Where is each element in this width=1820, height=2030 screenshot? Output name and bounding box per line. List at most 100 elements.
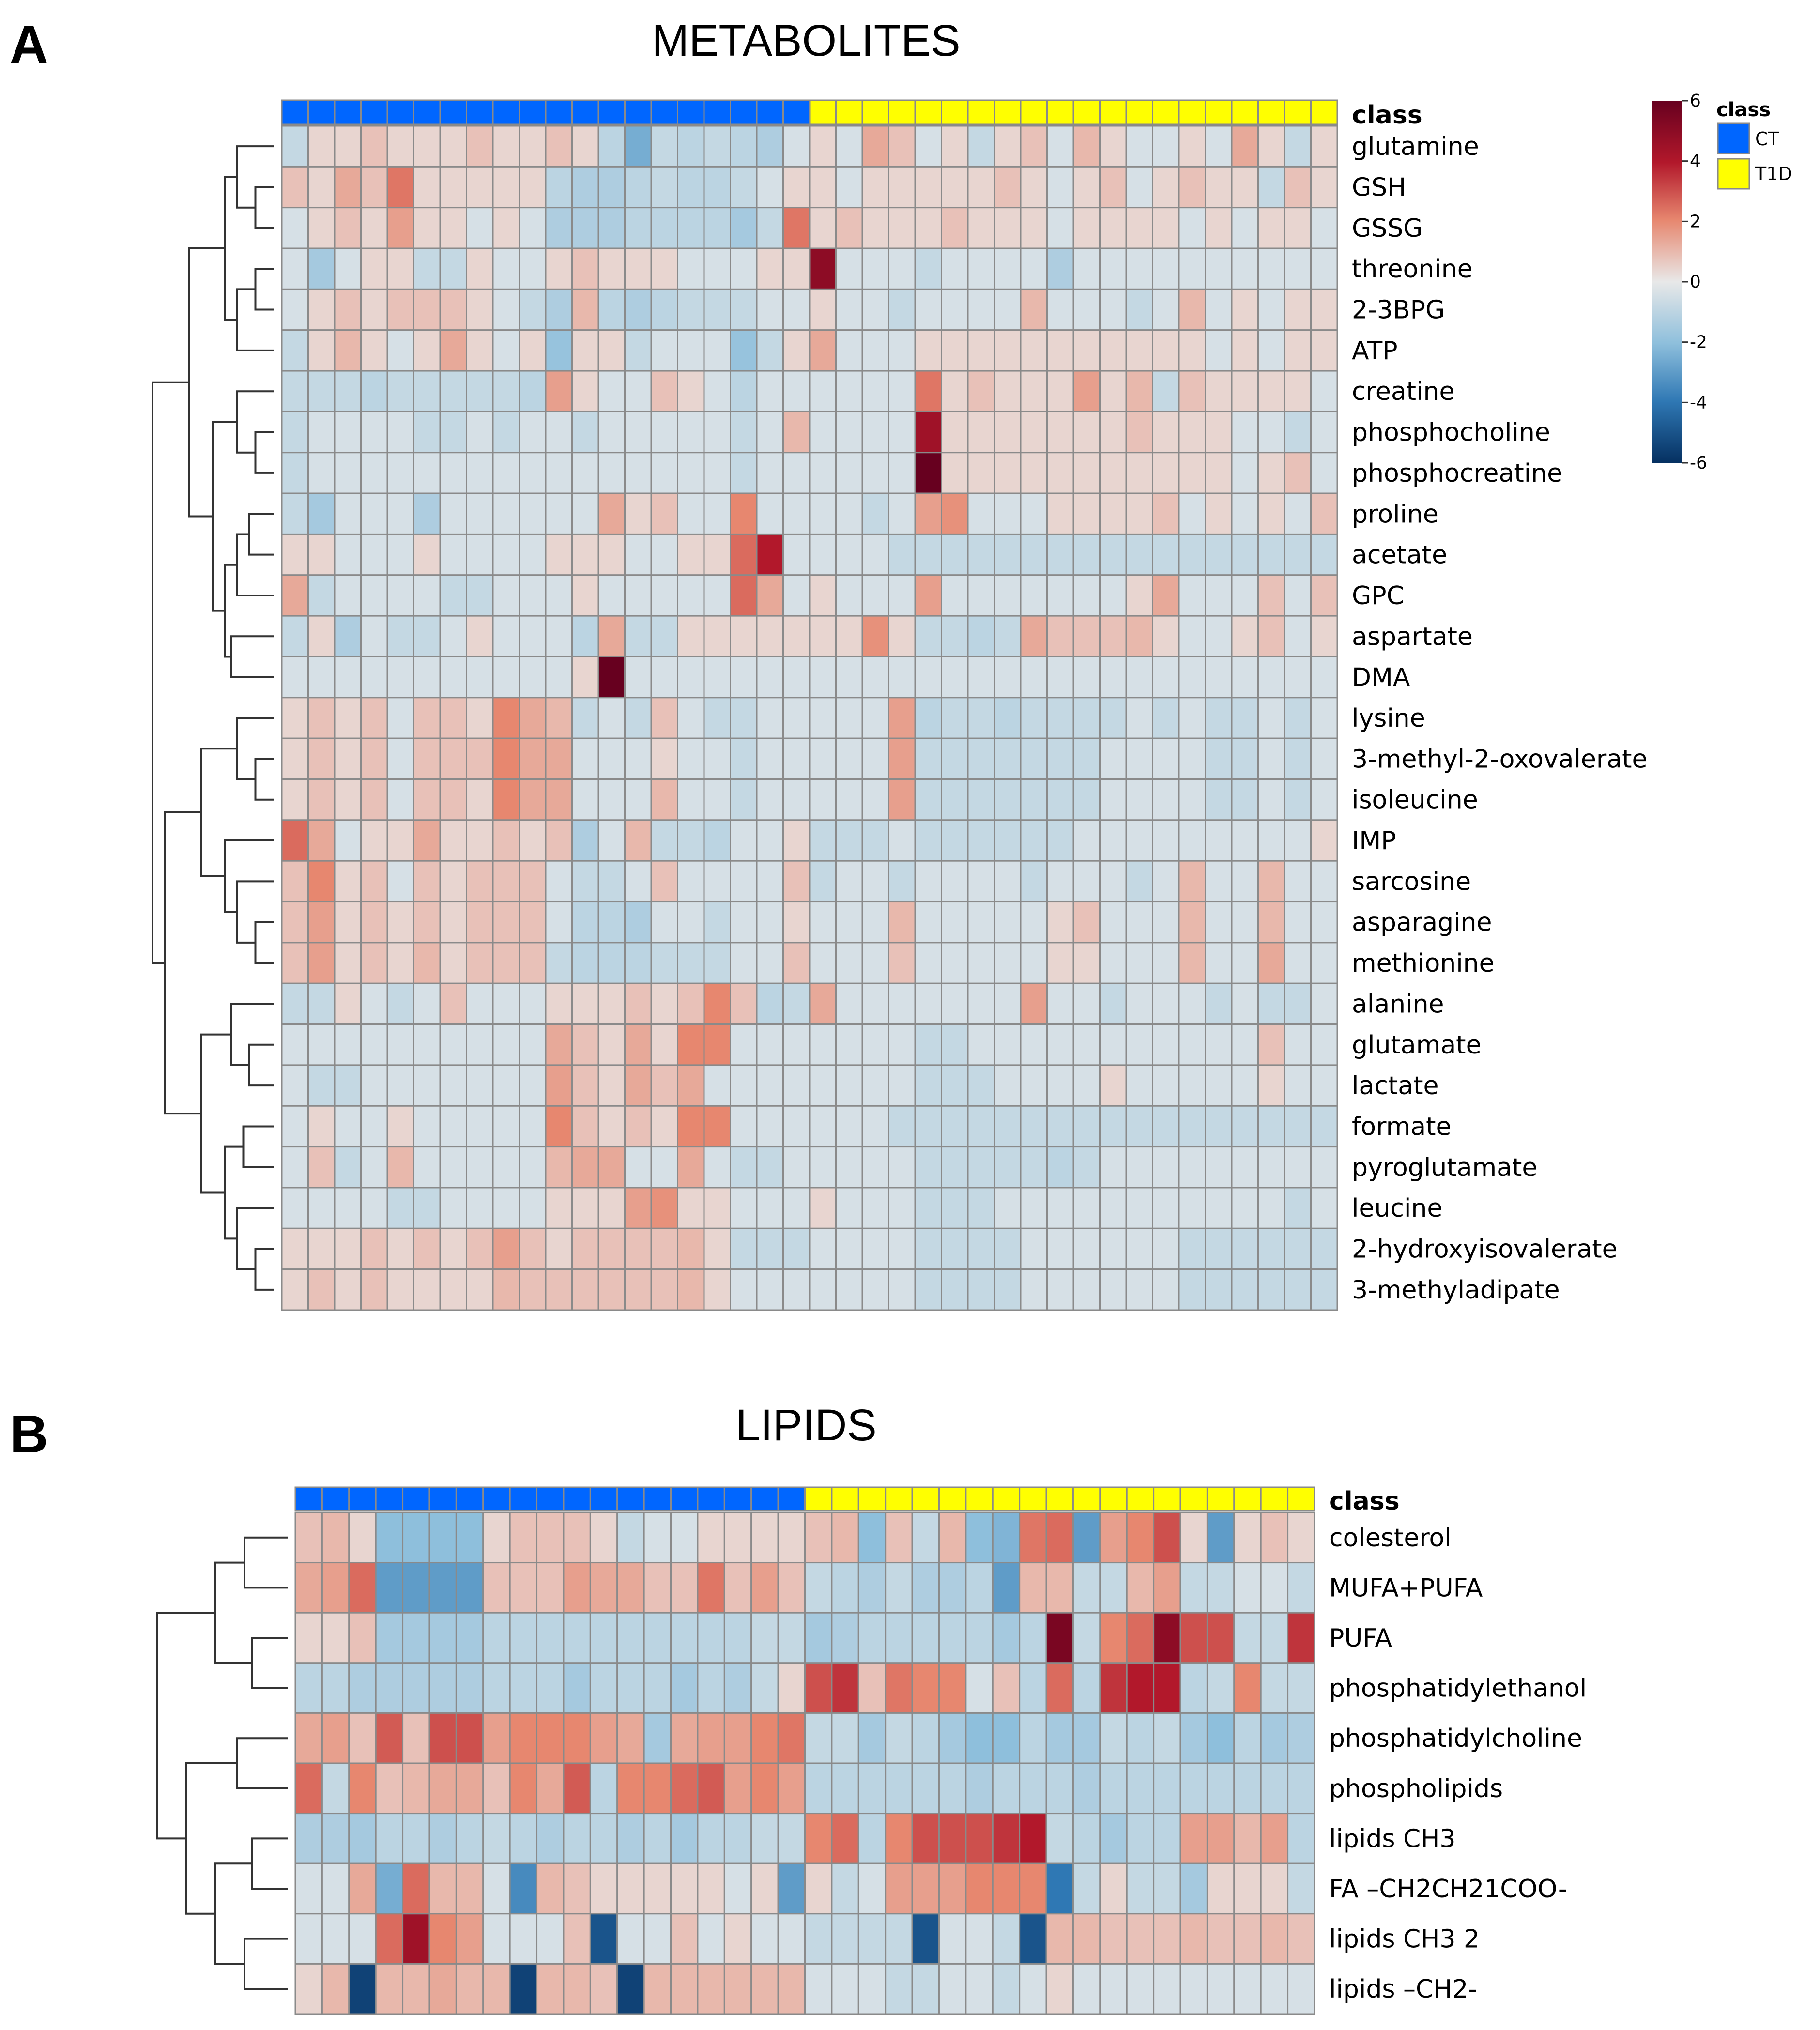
heatmap-cell: [1284, 697, 1312, 739]
heatmap-cell: [1178, 1268, 1206, 1311]
heatmap-cell: [519, 656, 547, 699]
heatmap-cell: [885, 1612, 913, 1664]
heatmap-cell: [1257, 1187, 1285, 1229]
heatmap-cell: [386, 656, 414, 699]
heatmap-cell: [334, 207, 362, 249]
heatmap-cell: [307, 1227, 336, 1270]
heatmap-cell: [334, 942, 362, 984]
heatmap-cell: [782, 737, 811, 780]
heatmap-cell: [1231, 1268, 1259, 1311]
heatmap-cell: [386, 1105, 414, 1148]
heatmap-cell: [281, 125, 309, 168]
heatmap-cell: [1178, 492, 1206, 535]
heatmap-cell: [492, 1268, 520, 1311]
heatmap-cell: [624, 125, 652, 168]
heatmap-cell: [307, 247, 336, 290]
class-bar-cell: [782, 99, 811, 125]
heatmap-cell: [1072, 452, 1101, 494]
heatmap-cell: [1072, 1562, 1101, 1614]
heatmap-cell: [1257, 370, 1285, 412]
dendrogram-branch: [248, 513, 274, 556]
heatmap-cell: [861, 942, 889, 984]
heatmap-cell: [677, 1105, 705, 1148]
heatmap-cell: [386, 125, 414, 168]
class-bar-cell: [466, 99, 494, 125]
heatmap-cell: [677, 166, 705, 209]
heatmap-cell: [402, 1963, 430, 2015]
heatmap-cell: [348, 1813, 377, 1864]
heatmap-cell: [616, 1963, 645, 2015]
class-bar-cell: [750, 1486, 779, 1511]
heatmap-cell: [519, 574, 547, 617]
class-bar-cell: [831, 1486, 859, 1511]
heatmap-cell: [1231, 819, 1259, 862]
heatmap-cell: [1099, 615, 1127, 657]
heatmap-cell: [1046, 452, 1074, 494]
heatmap-cell: [756, 166, 784, 209]
heatmap-cell: [703, 778, 731, 821]
heatmap-cell: [597, 166, 626, 209]
row-label: proline: [1352, 500, 1438, 529]
heatmap-cell: [1205, 370, 1233, 412]
heatmap-cell: [992, 1612, 1021, 1664]
heatmap-cell: [994, 1227, 1022, 1270]
row-label: lipids CH3 2: [1329, 1925, 1480, 1954]
heatmap-cell: [643, 1511, 672, 1564]
heatmap-cell: [809, 982, 837, 1025]
legend: class CT T1D: [1716, 99, 1792, 190]
heatmap-cell: [1310, 288, 1338, 331]
heatmap-cell: [914, 247, 942, 290]
heatmap-cell: [809, 247, 837, 290]
heatmap-cell: [861, 1146, 889, 1189]
heatmap-cell: [281, 247, 309, 290]
heatmap-cell: [402, 1662, 430, 1714]
heatmap-cell: [624, 288, 652, 331]
heatmap-cell: [941, 819, 969, 862]
heatmap-cell: [730, 533, 758, 576]
heatmap-cell: [1152, 778, 1180, 821]
heatmap-cell: [413, 1105, 441, 1148]
heatmap-cell: [650, 1064, 678, 1107]
heatmap-cell: [1072, 1963, 1101, 2015]
heatmap-cell: [439, 247, 467, 290]
heatmap-cell: [1233, 1963, 1262, 2015]
heatmap-cell: [360, 901, 388, 944]
heatmap-cell: [1045, 1762, 1074, 1815]
heatmap-cell: [589, 1562, 618, 1614]
heatmap-cell: [1099, 982, 1127, 1025]
heatmap-cell: [1125, 452, 1153, 494]
heatmap-cell: [1284, 656, 1312, 699]
heatmap-cell: [519, 370, 547, 412]
heatmap-cell: [914, 737, 942, 780]
heatmap-cell: [835, 166, 863, 209]
heatmap-cell: [857, 1511, 887, 1564]
heatmap-cell: [992, 1562, 1021, 1614]
class-bar-cell: [1153, 1486, 1181, 1511]
heatmap-cell: [1125, 288, 1153, 331]
heatmap-cell: [281, 982, 309, 1025]
heatmap-cell: [571, 370, 599, 412]
heatmap-cell: [809, 125, 837, 168]
heatmap-cell: [1287, 1762, 1315, 1815]
heatmap-cell: [519, 329, 547, 372]
heatmap-cell: [1072, 697, 1101, 739]
heatmap-cell: [967, 207, 995, 249]
heatmap-cell: [750, 1662, 779, 1714]
heatmap-cell: [439, 411, 467, 454]
heatmap-cell: [1099, 533, 1127, 576]
heatmap-cell: [703, 737, 731, 780]
heatmap-cell: [281, 778, 309, 821]
heatmap-cell: [1284, 615, 1312, 657]
heatmap-cell: [597, 1064, 626, 1107]
heatmap-cell: [1046, 411, 1074, 454]
heatmap-cell: [482, 1662, 511, 1714]
heatmap-cell: [413, 207, 441, 249]
heatmap-cell: [697, 1813, 725, 1864]
heatmap-cell: [756, 492, 784, 535]
heatmap-cell: [571, 901, 599, 944]
heatmap-cell: [413, 1064, 441, 1107]
heatmap-cell: [1260, 1511, 1289, 1564]
heatmap-cell: [756, 288, 784, 331]
heatmap-cell: [386, 247, 414, 290]
